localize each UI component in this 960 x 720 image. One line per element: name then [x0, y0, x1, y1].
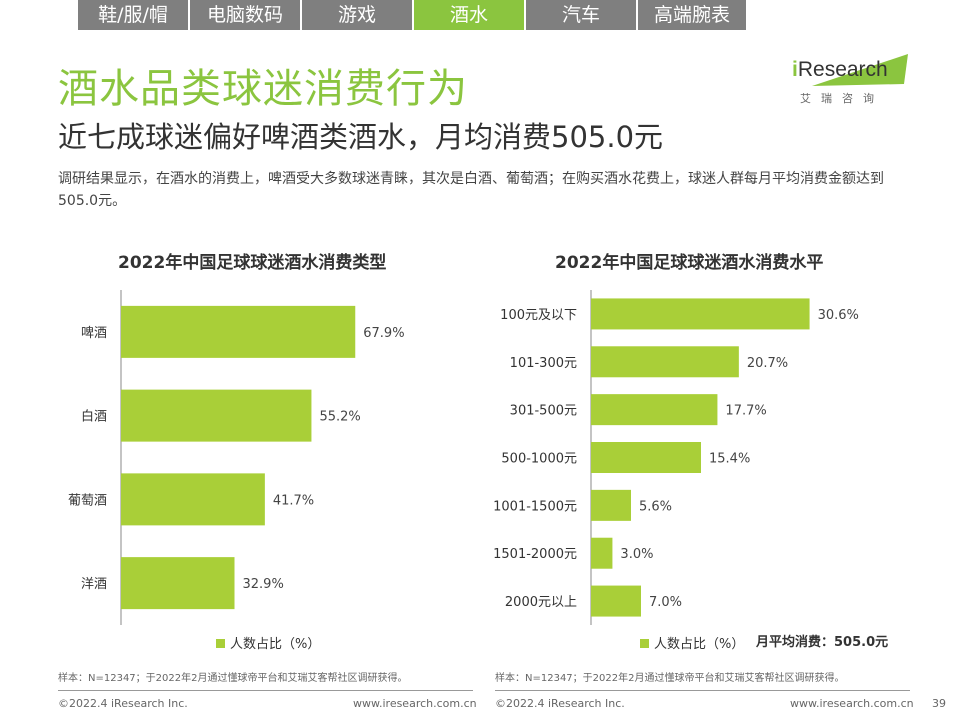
page-description: 调研结果显示，在酒水的消费上，啤酒受大多数球迷青睐，其次是白酒、葡萄酒；在购买酒… [58, 171, 884, 209]
value-label: 55.2% [319, 410, 360, 425]
category-label: 100元及以下 [500, 308, 577, 323]
value-label: 32.9% [243, 577, 284, 592]
value-label: 3.0% [620, 547, 653, 562]
bar [591, 394, 718, 426]
category-label: 啤酒 [81, 326, 107, 341]
category-label: 500-1000元 [501, 452, 577, 467]
consumption-level-chart: 100元及以下 30.6% 101-300元 20.7% 301-500元 17.7% 50… [493, 290, 859, 652]
category-label: 洋酒 [81, 577, 107, 592]
sample-note-right: 样本：N=12347；于2022年2月通过懂球帝平台和艾瑞艾客帮社区调研获得。 [495, 673, 845, 684]
bar [591, 346, 739, 378]
value-label: 67.9% [363, 326, 404, 341]
left-chart-title: 2022年中国足球球迷酒水消费类型 [118, 253, 387, 273]
category-label: 1501-2000元 [493, 547, 577, 562]
value-label: 5.6% [639, 499, 672, 514]
legend-label: 人数占比（%） [654, 637, 744, 652]
bar [121, 473, 265, 526]
tab-liquor[interactable]: 酒水 [414, 0, 524, 30]
value-label: 7.0% [649, 595, 682, 610]
footer-divider-left [58, 690, 473, 691]
legend-swatch [640, 639, 649, 648]
footer-divider-right [495, 690, 910, 691]
logo-cn-name: 艾瑞咨询 [800, 92, 884, 105]
page-title: 酒水品类球迷消费行为 [58, 66, 468, 112]
category-label: 101-300元 [510, 356, 577, 371]
value-label: 17.7% [725, 404, 766, 419]
consumption-type-chart: 啤酒 67.9% 白酒 55.2% 葡萄酒 41.7% 洋酒 32.9% 人数占比（%） [68, 290, 405, 652]
footer-url-right: www.iresearch.com.cn [790, 697, 914, 710]
tab-games[interactable]: 游戏 [302, 0, 412, 30]
value-label: 15.4% [709, 452, 750, 467]
bar [591, 585, 641, 617]
legend-swatch [216, 639, 225, 648]
category-label: 1001-1500元 [493, 499, 577, 514]
logo-leaf-icon [812, 54, 908, 86]
right-chart-title: 2022年中国足球球迷酒水消费水平 [555, 253, 824, 273]
monthly-average-annotation: 月平均消费：505.0元 [756, 635, 889, 650]
tab-cars[interactable]: 汽车 [526, 0, 636, 30]
logo-wordmark: iResearch [792, 58, 888, 81]
category-label: 2000元以上 [505, 595, 577, 610]
page-subtitle: 近七成球迷偏好啤酒类酒水，月均消费505.0元 [58, 120, 664, 154]
footer-url-left: www.iresearch.com.cn [353, 697, 477, 710]
bar [591, 298, 810, 330]
category-label: 葡萄酒 [68, 493, 107, 508]
bar [591, 442, 701, 473]
page-number: 39 [932, 697, 946, 710]
sample-note-left: 样本：N=12347；于2022年2月通过懂球帝平台和艾瑞艾客帮社区调研获得。 [58, 673, 408, 684]
tab-watches[interactable]: 高端腕表 [638, 0, 746, 30]
value-label: 41.7% [273, 493, 314, 508]
category-label: 301-500元 [510, 404, 577, 419]
bar [121, 305, 356, 358]
bar [591, 537, 613, 569]
value-label: 30.6% [818, 308, 859, 323]
bar [591, 489, 631, 521]
category-label: 白酒 [81, 409, 107, 425]
bar [121, 389, 312, 442]
value-label: 20.7% [747, 356, 788, 371]
tab-digital[interactable]: 电脑数码 [190, 0, 300, 30]
footer-copyright-left: ©2022.4 iResearch Inc. [58, 697, 188, 710]
tab-shoes-clothes-hats[interactable]: 鞋/服/帽 [78, 0, 188, 30]
bar [121, 557, 235, 610]
iresearch-logo: iResearch 艾瑞咨询 [792, 50, 912, 110]
footer-copyright-right: ©2022.4 iResearch Inc. [495, 697, 625, 710]
legend-label: 人数占比（%） [230, 637, 320, 652]
